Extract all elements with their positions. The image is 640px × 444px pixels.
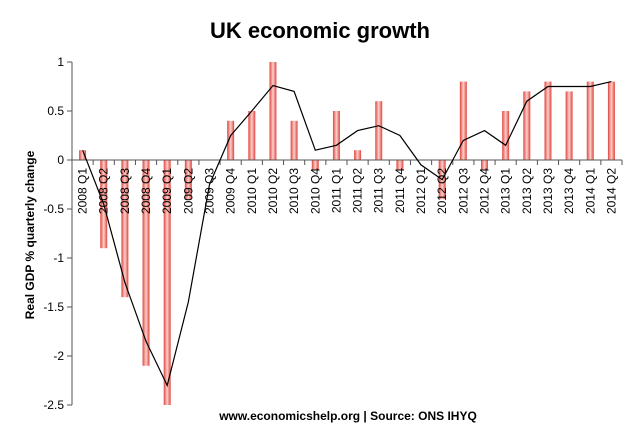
x-tick-label: 2012 Q4: [478, 168, 492, 214]
bar: [79, 150, 87, 160]
bar: [459, 81, 467, 160]
bar: [565, 91, 573, 160]
x-tick-label: 2008 Q4: [139, 168, 153, 214]
bar: [586, 81, 594, 160]
bar: [523, 91, 531, 160]
x-tick-label: 2011 Q3: [372, 168, 386, 213]
x-tick-label: 2010 Q1: [245, 168, 259, 214]
bar: [481, 160, 488, 170]
bar: [227, 120, 235, 160]
y-tick-label: -1: [53, 251, 64, 265]
y-axis-label: Real GDP % quarterly change: [23, 150, 37, 319]
bar: [121, 160, 129, 298]
x-tick-label: 2014 Q1: [583, 168, 597, 214]
x-tick-label: 2009 Q1: [160, 168, 174, 214]
y-tick-label: -1.5: [43, 300, 64, 314]
x-tick-label: 2011 Q4: [393, 168, 407, 213]
x-tick-label: 2010 Q4: [308, 168, 322, 214]
bar: [311, 160, 319, 170]
y-tick-label: 0.5: [47, 104, 64, 118]
x-tick-label: 2012 Q2: [435, 168, 449, 214]
x-tick-label: 2009 Q2: [181, 168, 195, 214]
x-tick-label: 2009 Q4: [224, 168, 238, 214]
x-tick-label: 2010 Q2: [266, 168, 280, 214]
bar: [269, 62, 277, 160]
y-tick-label: -0.5: [43, 202, 64, 216]
source-note: www.economicshelp.org | Source: ONS IHYQ: [218, 409, 477, 423]
bar: [163, 160, 171, 405]
trend-line: [82, 81, 612, 388]
chart-title: UK economic growth: [210, 18, 430, 43]
x-tick-label: 2011 Q2: [351, 168, 365, 213]
x-tick-label: 2012 Q3: [456, 168, 470, 214]
bar: [184, 160, 192, 200]
x-tick-label: 2012 Q1: [414, 168, 428, 214]
x-tick-label: 2013 Q4: [562, 168, 576, 214]
bar: [502, 111, 510, 160]
x-tick-label: 2014 Q2: [604, 168, 618, 214]
y-tick-label: -2: [53, 349, 64, 363]
bar: [544, 81, 552, 160]
bar: [248, 111, 256, 160]
bar: [375, 101, 383, 160]
bar: [332, 111, 340, 160]
bar: [396, 160, 404, 170]
x-tick-label: 2013 Q1: [499, 168, 513, 214]
x-tick-label: 2008 Q3: [118, 168, 132, 214]
y-tick-label: 0: [57, 153, 64, 167]
bar: [607, 81, 615, 160]
x-tick-label: 2010 Q3: [287, 168, 301, 214]
bar: [354, 150, 362, 160]
plot-area: 1 0.5 0 -0.5 -1 -1.5 -2 -2.5 2008 Q1 2008 Q2 2008 …: [43, 55, 623, 412]
bar: [290, 120, 298, 160]
y-tick-label: 1: [57, 55, 64, 69]
x-tick-label: 2011 Q1: [329, 168, 343, 213]
x-tick-label: 2013 Q2: [520, 168, 534, 214]
bar: [142, 160, 150, 366]
x-tick-label: 2008 Q2: [97, 168, 111, 214]
y-tick-label: -2.5: [43, 398, 64, 412]
x-tick-label: 2013 Q3: [541, 168, 555, 214]
x-tick-label: 2008 Q1: [76, 168, 90, 214]
